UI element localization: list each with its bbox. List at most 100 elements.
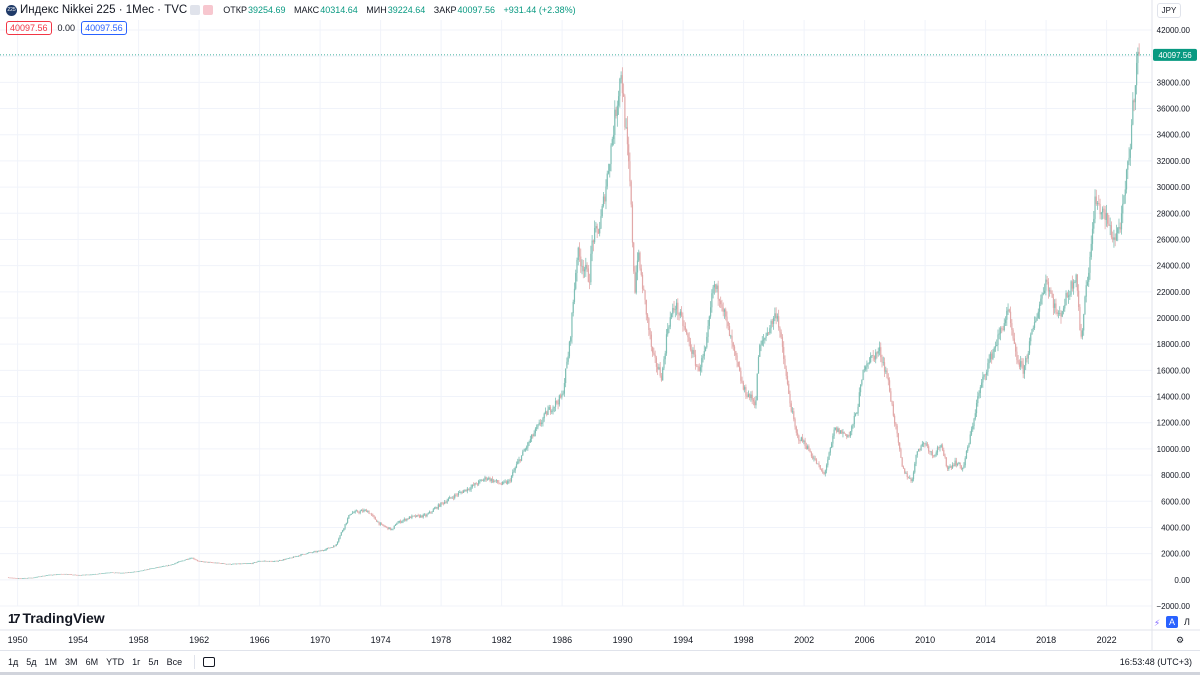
candle-body xyxy=(648,318,650,330)
candle-body xyxy=(161,566,163,567)
sell-button[interactable]: 40097.56 xyxy=(6,21,52,35)
candle-body xyxy=(774,313,776,319)
symbol-title[interactable]: Индекс Nikkei 225 · 1Мес · TVC xyxy=(20,4,188,16)
candle-body xyxy=(483,479,485,481)
candle-body xyxy=(609,164,611,172)
candle-body xyxy=(982,376,984,383)
candle-body xyxy=(18,578,20,579)
calendar-icon[interactable] xyxy=(203,656,216,667)
candle-body xyxy=(149,568,151,570)
candle-body xyxy=(426,514,428,517)
candle-body xyxy=(745,387,747,396)
timeframe-5y[interactable]: 5л xyxy=(148,656,159,667)
minus-icon[interactable] xyxy=(190,5,201,15)
candle-body xyxy=(689,341,692,350)
candle-body xyxy=(193,557,195,560)
candle-body xyxy=(931,451,934,456)
candle-body xyxy=(946,466,949,470)
candle-body xyxy=(585,264,587,270)
candle-body xyxy=(1049,290,1051,292)
candle-body xyxy=(885,370,887,372)
candle-body xyxy=(504,481,506,483)
candle-body xyxy=(1094,196,1096,219)
bottom-scrollbar[interactable] xyxy=(0,672,1200,675)
candle-body xyxy=(466,488,468,492)
timeframe-1d[interactable]: 1д xyxy=(8,656,19,667)
candle-body xyxy=(454,494,456,499)
candle-body xyxy=(459,492,461,493)
waves-icon[interactable] xyxy=(203,5,214,15)
candle-body xyxy=(839,430,842,434)
candle-body xyxy=(1012,329,1014,339)
candle-body xyxy=(103,573,105,574)
lightning-icon[interactable]: ⚡ xyxy=(1153,617,1161,628)
candle-body xyxy=(127,572,129,573)
candle-body xyxy=(450,497,452,498)
candle-body xyxy=(836,427,838,432)
candle-body xyxy=(894,415,896,424)
candle-body xyxy=(315,551,317,553)
timeframe-ytd[interactable]: YTD xyxy=(106,656,125,667)
auto-scale-button[interactable]: A xyxy=(1166,616,1178,628)
settings-gear-icon[interactable]: ⚙ xyxy=(1175,634,1185,645)
candle-body xyxy=(218,562,220,564)
candle-body xyxy=(162,566,165,567)
candle-body xyxy=(1099,203,1101,215)
candle-body xyxy=(316,551,318,553)
candle-body xyxy=(181,560,184,562)
candle-body xyxy=(583,269,586,272)
symbol-badge-icon[interactable]: 225 xyxy=(6,4,17,16)
candle-body xyxy=(1133,100,1135,103)
candle-body xyxy=(67,574,69,575)
candle-body xyxy=(776,316,779,319)
buy-button[interactable]: 40097.56 xyxy=(81,21,127,35)
log-scale-button[interactable]: Л xyxy=(1184,617,1190,627)
y-tick-label: 32000.00 xyxy=(1157,157,1191,166)
timeframe-6m[interactable]: 6М xyxy=(85,656,99,667)
timeframe-all[interactable]: Все xyxy=(166,656,183,667)
candle-body xyxy=(953,464,955,466)
timeframe-1m[interactable]: 1М xyxy=(44,656,58,667)
tradingview-logo[interactable]: 17 TradingView xyxy=(8,610,105,626)
candle-body xyxy=(418,515,421,518)
candle-body xyxy=(940,445,942,447)
candle-body xyxy=(130,572,132,573)
candle-body xyxy=(78,575,80,576)
candle-body xyxy=(975,403,978,414)
candle-body xyxy=(957,463,959,466)
candlestick-chart[interactable]: 42000.0040000.0038000.0036000.0034000.00… xyxy=(0,0,1200,650)
candles-group xyxy=(7,43,1140,579)
candle-body xyxy=(1071,281,1073,289)
candle-body xyxy=(1113,237,1115,240)
candle-body xyxy=(45,575,47,576)
candle-body xyxy=(21,578,24,579)
clock-readout[interactable]: 16:53:48 (UTC+3) xyxy=(1119,657,1192,667)
candle-body xyxy=(925,443,927,445)
candle-body xyxy=(856,413,858,414)
candle-body xyxy=(924,443,926,445)
currency-button[interactable]: JPY xyxy=(1157,3,1181,18)
candle-body xyxy=(626,127,629,145)
timeframe-3m[interactable]: 3М xyxy=(65,656,78,667)
candle-body xyxy=(1001,328,1003,329)
candle-body xyxy=(921,443,923,446)
candle-body xyxy=(1130,124,1133,150)
candle-body xyxy=(930,451,932,453)
candle-body xyxy=(978,393,980,397)
candle-body xyxy=(655,357,657,367)
candle-body xyxy=(53,574,55,576)
timeframe-5d[interactable]: 5д xyxy=(26,656,37,667)
candle-body xyxy=(604,196,606,202)
candle-body xyxy=(1108,223,1110,226)
candle-body xyxy=(231,564,233,565)
candle-body xyxy=(121,572,123,574)
candle-body xyxy=(1069,294,1071,296)
y-tick-label: 0.00 xyxy=(1174,576,1190,585)
candle-body xyxy=(96,574,98,575)
candle-body xyxy=(649,329,651,335)
candle-body xyxy=(1022,363,1024,374)
candle-body xyxy=(697,366,699,367)
timeframe-1y[interactable]: 1г xyxy=(132,656,141,667)
candle-body xyxy=(301,554,303,555)
candle-body xyxy=(241,563,243,565)
